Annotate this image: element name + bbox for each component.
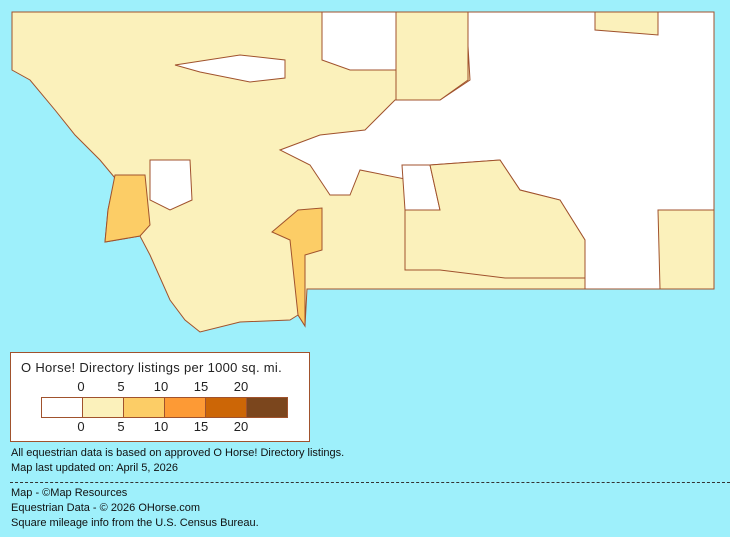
tick-label: 20 [233, 379, 249, 394]
montana-county-map [11, 11, 715, 333]
last-updated: Map last updated on: April 5, 2026 [11, 462, 178, 474]
tick-label: 0 [77, 379, 85, 394]
county-zero-north-central [321, 11, 397, 71]
map-credit: Map - ©Map Resources [11, 487, 128, 499]
county-low-northeast [594, 11, 659, 36]
tick-label: 15 [193, 419, 209, 434]
divider [10, 482, 730, 483]
county-zero-west-central [149, 159, 193, 211]
county-mid-gallatin [271, 207, 323, 328]
swatch-0 [42, 398, 83, 417]
map-legend: O Horse! Directory listings per 1000 sq.… [10, 352, 310, 442]
tick-label: 20 [233, 419, 249, 434]
county-low-northcentral [395, 11, 469, 101]
swatch-20-plus [247, 398, 287, 417]
census-credit: Square mileage info from the U.S. Census… [11, 517, 259, 529]
data-credit: Equestrian Data - © 2026 OHorse.com [11, 502, 201, 514]
swatch-10-15 [165, 398, 206, 417]
tick-label: 10 [153, 419, 169, 434]
tick-label: 0 [77, 419, 85, 434]
swatch-15-20 [206, 398, 247, 417]
county-zero-north [174, 54, 286, 83]
county-low-southcentral [404, 159, 586, 279]
county-mid-ravalli [104, 174, 151, 243]
county-low-southeast [657, 209, 715, 290]
tick-label: 5 [117, 419, 125, 434]
legend-color-scale [41, 397, 288, 418]
tick-label: 15 [193, 379, 209, 394]
legend-title: O Horse! Directory listings per 1000 sq.… [21, 360, 283, 375]
swatch-0-5 [83, 398, 124, 417]
swatch-5-10 [124, 398, 165, 417]
tick-label: 5 [117, 379, 125, 394]
tick-label: 10 [153, 379, 169, 394]
data-source-note: All equestrian data is based on approved… [11, 447, 345, 459]
